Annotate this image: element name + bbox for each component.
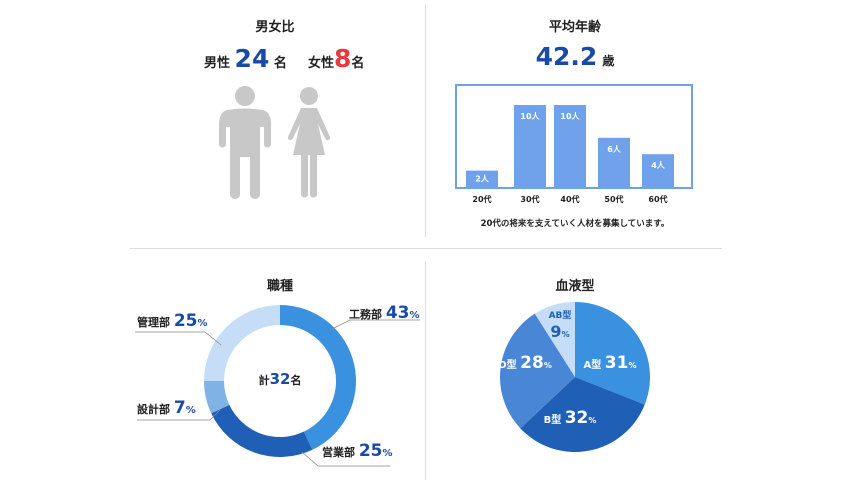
bar-40代 [554,105,586,187]
bar-60代 [642,154,674,187]
age-bar-chart: 2人 20代 10人 30代 10人 40代 6人 50代 4人 60代 [455,84,693,204]
age-note: 20代の将来を支えていく人材を募集しています。 [480,219,670,229]
pie-label-B型: B型 32% [544,408,597,428]
divider-vertical-bottom [425,262,426,480]
age-unit: 歳 [602,54,615,68]
female-unit: 名 [351,56,365,71]
label-name: 管理部 [137,316,170,329]
female-figure-icon [287,87,331,198]
center-unit: 名 [290,374,302,387]
pie-label-name: AB型 [549,309,572,321]
label-value: 7 [173,398,186,418]
donut-label-工務部: 工務部 43% [349,303,420,323]
leader-line [135,331,222,346]
label-name: 設計部 [137,403,170,416]
x-tick-label: 60代 [648,194,667,204]
label-value: 25 [173,311,198,331]
divider-vertical-top [425,5,426,237]
center-count: 32 [269,370,291,388]
donut-slice-設計部 [204,381,230,414]
blood-title: 血液型 [555,279,595,294]
donut-label-設計部: 設計部 7% [137,398,196,418]
donut-slice-工務部 [280,305,356,450]
x-tick-label: 50代 [604,194,623,204]
pie-label-A型: A型 31% [584,353,637,373]
divider-horizontal [130,248,722,249]
x-tick-label: 30代 [520,194,539,204]
label-unit: % [382,448,393,459]
pie-label-value: 9% [550,322,569,341]
gender-title: 男女比 [255,20,295,35]
leader-line [301,451,390,467]
gender-figures [219,86,331,199]
chart-frame [455,84,693,189]
leader-line [137,409,221,421]
pie-slice-B型 [520,377,645,453]
pie-slice-O型 [499,313,575,429]
donut-label-管理部: 管理部 25% [137,311,208,331]
male-label: 男性 [204,56,231,71]
male-unit: 名 [273,56,287,71]
bar-30代 [514,105,546,187]
label-name: 工務部 [349,308,382,321]
bar-value-label: 2人 [475,174,490,184]
donut-center-total: 計32名 [240,370,320,388]
center-prefix: 計 [258,374,270,387]
female-count: 8 [333,44,352,73]
x-tick-label: 20代 [472,194,491,204]
job-title: 職種 [266,279,293,294]
bar-20代 [466,170,498,187]
male-figure-icon [219,86,271,199]
label-unit: % [197,318,208,329]
bar-50代 [598,137,630,187]
pie-slice-AB型 [534,302,575,377]
gender-counts: 男性 24 名 女性8名 [204,44,364,73]
bar-value-label: 6人 [607,144,622,154]
age-average: 42.2 歳 [475,42,675,71]
female-label: 女性 [307,56,334,71]
donut-slice-営業部 [211,404,313,457]
label-value: 43 [385,303,410,323]
label-unit: % [185,405,196,416]
bar-value-label: 10人 [560,111,580,121]
bar-value-label: 4人 [651,160,666,170]
label-unit: % [409,310,420,321]
age-title: 平均年齢 [548,20,601,35]
label-name: 営業部 [322,446,355,459]
x-tick-label: 40代 [560,194,579,204]
label-value: 25 [358,441,383,461]
pie-label-O型: O型 28% [498,353,552,373]
donut-slice-管理部 [204,305,280,381]
leader-line [329,319,420,331]
age-average-value: 42.2 [535,42,598,71]
bar-value-label: 10人 [520,111,540,121]
male-count: 24 [234,44,270,73]
pie-slice-A型 [575,302,651,405]
donut-label-営業部: 営業部 25% [322,441,393,461]
